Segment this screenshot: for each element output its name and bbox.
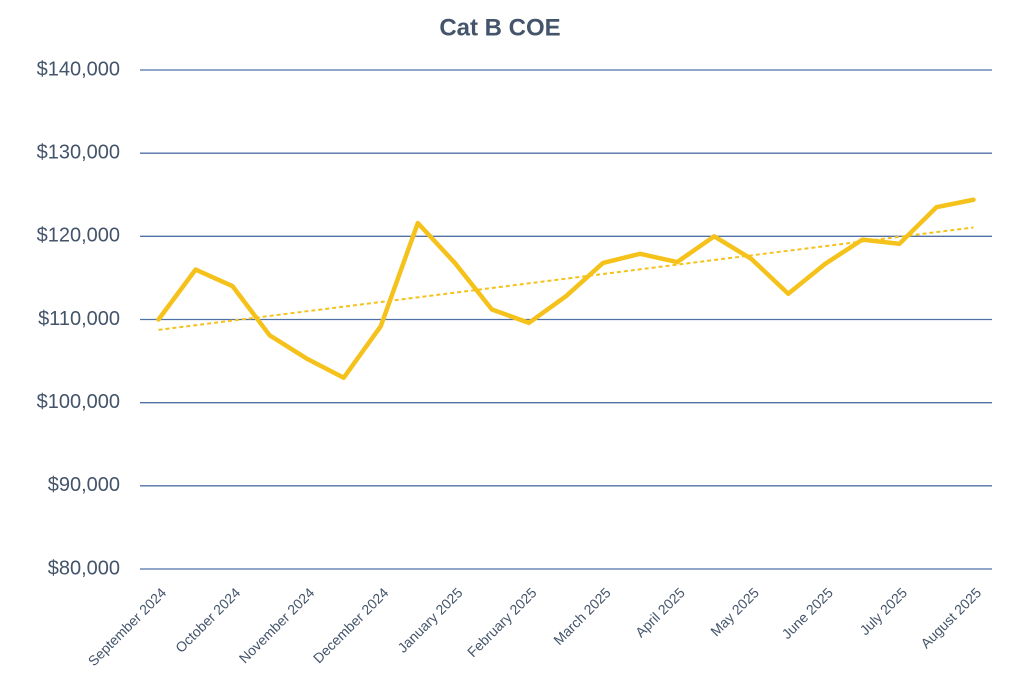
- y-tick-label: $80,000: [48, 557, 120, 579]
- x-tick-label: April 2025: [632, 584, 688, 640]
- y-tick-label: $110,000: [38, 308, 120, 330]
- y-tick-label: $100,000: [37, 391, 120, 413]
- x-tick-label: November 2024: [236, 584, 318, 666]
- data-line: [156, 197, 976, 380]
- x-tick-label: June 2025: [778, 584, 836, 642]
- x-tick-label: March 2025: [550, 584, 614, 648]
- trendline: [158, 226, 974, 331]
- x-tick-label: September 2024: [85, 584, 170, 669]
- x-tick-label: January 2025: [394, 584, 465, 655]
- x-tick-label: August 2025: [917, 584, 984, 651]
- x-tick-label: July 2025: [856, 584, 910, 638]
- x-tick-label: May 2025: [707, 584, 762, 639]
- x-tick-label: October 2024: [172, 584, 243, 655]
- y-tick-label: $120,000: [37, 225, 120, 247]
- y-tick-label: $90,000: [48, 474, 120, 496]
- y-tick-label: $140,000: [37, 58, 120, 80]
- chart-title: Cat B COE: [439, 14, 560, 41]
- x-tick-label: February 2025: [464, 584, 540, 660]
- y-tick-label: $130,000: [37, 141, 120, 163]
- x-tick-label: December 2024: [310, 584, 392, 666]
